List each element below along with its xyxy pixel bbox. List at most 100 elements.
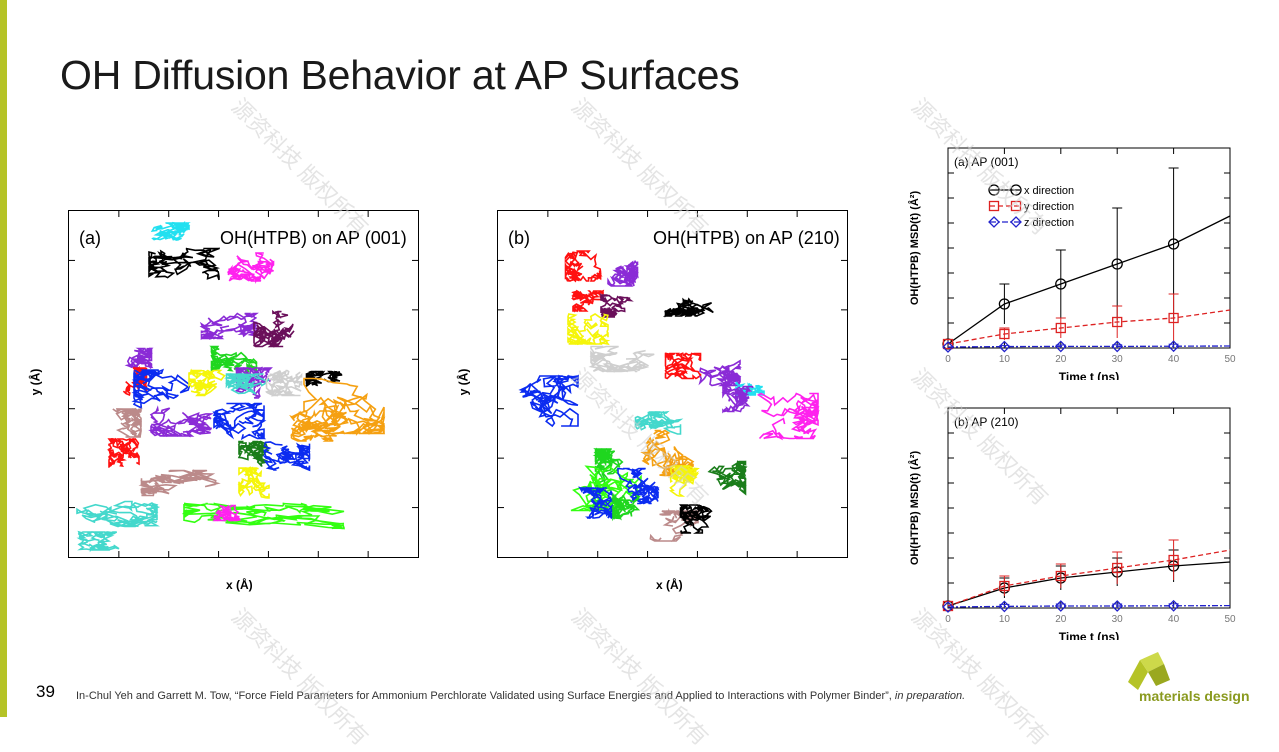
trajectory-b-yellow [566, 313, 611, 346]
data-point [1111, 340, 1124, 353]
trajectory-b-darkpurple [599, 292, 634, 318]
x-tick-label: 50 [1224, 614, 1236, 625]
trajectory-b-blue [578, 485, 615, 520]
trajectory-b-blue [617, 467, 660, 505]
data-point [999, 328, 1010, 340]
trajectory-plot-b [498, 211, 847, 557]
trajectory-a-purple [199, 312, 259, 341]
page-title: OH Diffusion Behavior at AP Surfaces [60, 52, 740, 98]
data-point [1010, 216, 1022, 228]
trajectory-b-purple [698, 359, 742, 387]
series-line-0 [947, 215, 1231, 345]
x-tick-label: 20 [1055, 614, 1067, 625]
trajectory-b-yellow [668, 464, 700, 497]
page-number: 39 [36, 682, 55, 701]
trajectory-plot-a [69, 211, 418, 557]
data-point [1055, 278, 1067, 290]
trajectory-a-black [304, 370, 343, 388]
data-point [1112, 316, 1123, 328]
x-tick-label: 20 [1055, 354, 1067, 365]
panel-b-label: (b) [508, 228, 530, 248]
msd-xlabel: Time t (ns) [1059, 630, 1119, 640]
trajectory-a-turquoise [223, 372, 270, 395]
data-point [942, 338, 954, 350]
trajectory-panel-b: (b) OH(HTPB) on AP (210) [497, 210, 848, 558]
trajectory-a-blue [262, 441, 311, 472]
x-tick-label: 30 [1112, 614, 1124, 625]
data-point [1111, 600, 1124, 612]
plot-frame [947, 407, 1231, 609]
msd-panel-label: (b) AP (210) [954, 415, 1018, 429]
trajectory-a-magenta [226, 252, 275, 284]
trajectory-a-black [148, 247, 221, 281]
trajectory-a-green [209, 345, 258, 374]
x-tick-label: 10 [999, 614, 1011, 625]
data-point [1054, 340, 1067, 353]
series-line-0 [947, 561, 1231, 607]
data-point [1055, 322, 1066, 334]
legend-label: y direction [1024, 201, 1074, 213]
trajectory-b-turquoise [634, 410, 684, 435]
logo-text: materials design [1139, 688, 1250, 704]
panel-a-xlabel: x (Å) [226, 578, 253, 592]
trajectory-b-green [611, 493, 641, 522]
citation: In-Chul Yeh and Garrett M. Tow, “Force F… [76, 690, 965, 702]
msd-panel-label: (a) AP (001) [954, 155, 1018, 169]
msd-ylabel: OH(HTPB) MSD(t) (Å²) [908, 191, 921, 306]
trajectory-a-turquoise [76, 530, 120, 553]
trajectory-a-yellow [188, 368, 226, 397]
trajectory-a-rosybrown [112, 407, 143, 438]
trajectory-a-rosybrown [138, 469, 221, 497]
trajectory-b-purple [721, 385, 754, 414]
citation-italic: in preparation. [894, 690, 966, 702]
data-point [1167, 599, 1180, 612]
x-tick-label: 0 [945, 614, 951, 625]
trajectory-b-purple [607, 259, 639, 287]
panel-a-title: OH(HTPB) on AP (001) [220, 228, 407, 248]
panel-b-title: OH(HTPB) on AP (210) [653, 228, 840, 248]
data-point [988, 200, 1000, 212]
trajectory-b-gray [588, 345, 655, 373]
trajectory-b-darkgreen [707, 460, 748, 496]
legend-label: z direction [1024, 217, 1074, 229]
x-tick-label: 40 [1168, 354, 1180, 365]
x-tick-label: 50 [1224, 354, 1236, 365]
trajectory-a-magenta [212, 504, 242, 522]
trajectory-b-black [662, 297, 714, 318]
data-point [1168, 554, 1179, 566]
series-line-1 [947, 549, 1231, 607]
data-point [1010, 184, 1022, 196]
trajectory-panel-a: (a) OH(HTPB) on AP (001) [68, 210, 419, 558]
x-tick-label: 0 [945, 354, 951, 365]
x-tick-label: 40 [1168, 614, 1180, 625]
data-point [1168, 312, 1179, 324]
data-point [1054, 600, 1067, 612]
data-point [998, 340, 1011, 353]
trajectory-a-blue [212, 402, 267, 441]
trajectory-b-black [678, 504, 713, 535]
logo-mark-icon [1128, 652, 1170, 690]
trajectory-b-red [570, 289, 606, 313]
series-line-1 [947, 309, 1231, 345]
watermark: 源资科技 版权所有 [226, 603, 374, 751]
x-tick-label: 30 [1112, 354, 1124, 365]
trajectory-a-yellow [237, 465, 270, 499]
trajectory-b-magenta [756, 392, 820, 441]
trajectory-a-purple [148, 405, 214, 438]
trajectory-b-blue [518, 374, 579, 428]
panel-a-label: (a) [79, 228, 101, 248]
trajectory-a-darkgreen [237, 440, 271, 467]
data-point [942, 341, 954, 353]
data-point [1167, 340, 1180, 353]
data-point [1112, 562, 1123, 574]
trajectory-a-darkpurple [252, 309, 295, 348]
msd-chart-b: 0 10 20 30 40 50 (b) AP (210) Time t (ns) OH(HTP… [908, 407, 1236, 640]
series-line-2 [947, 604, 1231, 608]
data-point [988, 184, 1000, 196]
data-point [999, 580, 1010, 592]
series-line-2 [947, 345, 1231, 348]
panel-b-ylabel: y (Å) [456, 368, 471, 396]
panel-a-ylabel: y (Å) [28, 368, 43, 396]
trajectory-a-lime [181, 502, 345, 530]
x-tick-label: 10 [999, 354, 1011, 365]
